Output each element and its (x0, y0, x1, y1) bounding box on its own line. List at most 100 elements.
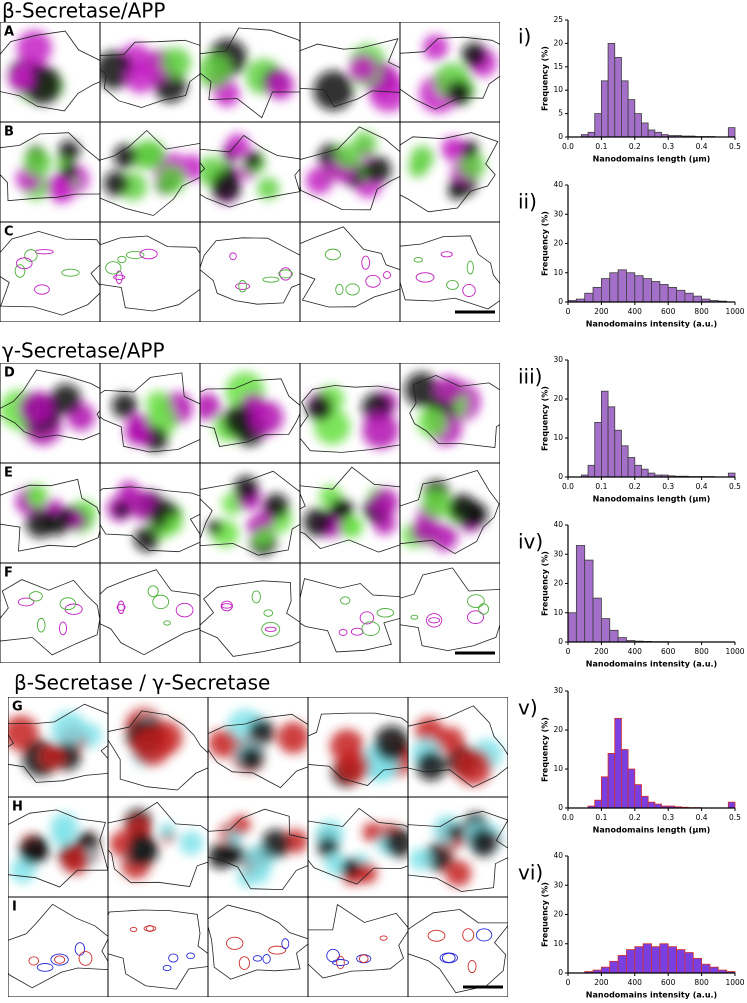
domain-outline (415, 272, 435, 283)
domain-outline (168, 953, 179, 963)
row-label: A (4, 25, 14, 40)
histogram-bar (601, 278, 611, 303)
signal-blob (373, 725, 408, 762)
y-axis-label: Frequency (%) (541, 386, 550, 451)
domain-outline (54, 955, 66, 964)
micrograph (0, 563, 100, 663)
micrograph (300, 463, 400, 563)
domain-outline (61, 268, 80, 277)
domain-outline (105, 261, 122, 275)
micrograph (100, 122, 200, 222)
cell-outline (100, 372, 200, 453)
domain-outline (376, 608, 395, 618)
domain-outline (467, 959, 477, 974)
domain-outline (262, 954, 271, 964)
signal-blob (423, 34, 449, 61)
x-tick-label: 600 (661, 307, 676, 316)
micrograph (0, 463, 100, 563)
histogram-bar (617, 955, 627, 974)
x-tick-label: 0.4 (696, 482, 708, 491)
histogram-bar (601, 776, 609, 809)
x-tick-label: 0 (566, 647, 571, 656)
micrograph (300, 222, 400, 322)
domain-outline (220, 600, 233, 612)
signal-blob (437, 727, 464, 754)
signal (306, 385, 400, 449)
cell-outline (200, 134, 300, 208)
domain-outline (281, 938, 290, 950)
domain-outline (15, 257, 33, 270)
domain-outline (152, 594, 170, 610)
signal-blob (159, 822, 176, 839)
micrograph-frame (8, 897, 108, 997)
domain-outline (340, 596, 351, 605)
histogram-bar (592, 597, 602, 643)
histogram-bar (584, 559, 594, 643)
y-tick-label: 10 (553, 433, 563, 442)
signal (408, 136, 486, 200)
domain-outline (226, 936, 244, 950)
domain-outline (146, 924, 154, 933)
histogram-bar (567, 612, 577, 643)
micrograph (408, 897, 508, 997)
cell-outline (100, 486, 200, 553)
y-tick-label: 20 (553, 910, 563, 919)
domain-outline (36, 617, 46, 633)
section-title: β-Secretase / γ-Secretase (14, 671, 270, 695)
domain-outline (446, 280, 459, 290)
domain-outline (279, 267, 292, 281)
domain-outline (175, 602, 194, 618)
y-tick-label: 10 (553, 268, 563, 277)
histogram-bar (667, 946, 677, 974)
x-tick-label: 1000 (725, 307, 744, 316)
signal-blob (261, 829, 291, 859)
histogram-bar (626, 272, 636, 303)
signal (100, 43, 192, 103)
y-tick-label: 30 (553, 880, 563, 889)
cell-outline (8, 809, 108, 888)
signal (109, 808, 204, 879)
signal-blob (313, 70, 354, 111)
signal-blob (113, 501, 131, 519)
micrograph (200, 222, 300, 322)
histogram-bar (634, 275, 644, 303)
y-tick-label: 10 (553, 608, 563, 617)
micrograph (200, 563, 300, 663)
histogram-bar (594, 421, 602, 478)
micrograph (108, 897, 208, 997)
micrograph-frame (100, 563, 200, 663)
cell-outline (108, 710, 208, 791)
micrograph (300, 122, 400, 222)
signal-blob (306, 395, 333, 422)
histogram-bar (607, 753, 616, 809)
x-tick-label: 800 (694, 647, 709, 656)
signal-blob (164, 515, 183, 534)
signal (404, 372, 481, 446)
cell-outline (300, 385, 400, 453)
signal-blob (16, 30, 52, 66)
domain-outline (129, 926, 138, 933)
signal-blob (208, 729, 238, 758)
domain-outline (221, 603, 233, 609)
micrograph-frame (108, 897, 208, 997)
histogram-bar (587, 464, 596, 478)
y-tick-label: 20 (553, 38, 563, 47)
signal (200, 38, 295, 107)
domain-outline (462, 283, 476, 298)
signal (305, 131, 392, 199)
cell-outline (400, 132, 499, 213)
histogram-bar (727, 801, 736, 809)
histogram-bar (634, 784, 642, 809)
micrograph (300, 563, 400, 663)
x-tick-label: 0.0 (562, 142, 574, 151)
y-tick-label: 15 (553, 62, 563, 71)
domain-outline (24, 249, 38, 262)
signal-blob (207, 519, 223, 535)
y-tick-label: 30 (553, 686, 563, 695)
micrograph (400, 122, 500, 222)
cell-outline (400, 235, 500, 310)
x-tick-label: 400 (628, 978, 643, 987)
cell-outline (208, 904, 308, 980)
x-tick-label: 400 (628, 307, 643, 316)
row-label: C (4, 225, 14, 240)
